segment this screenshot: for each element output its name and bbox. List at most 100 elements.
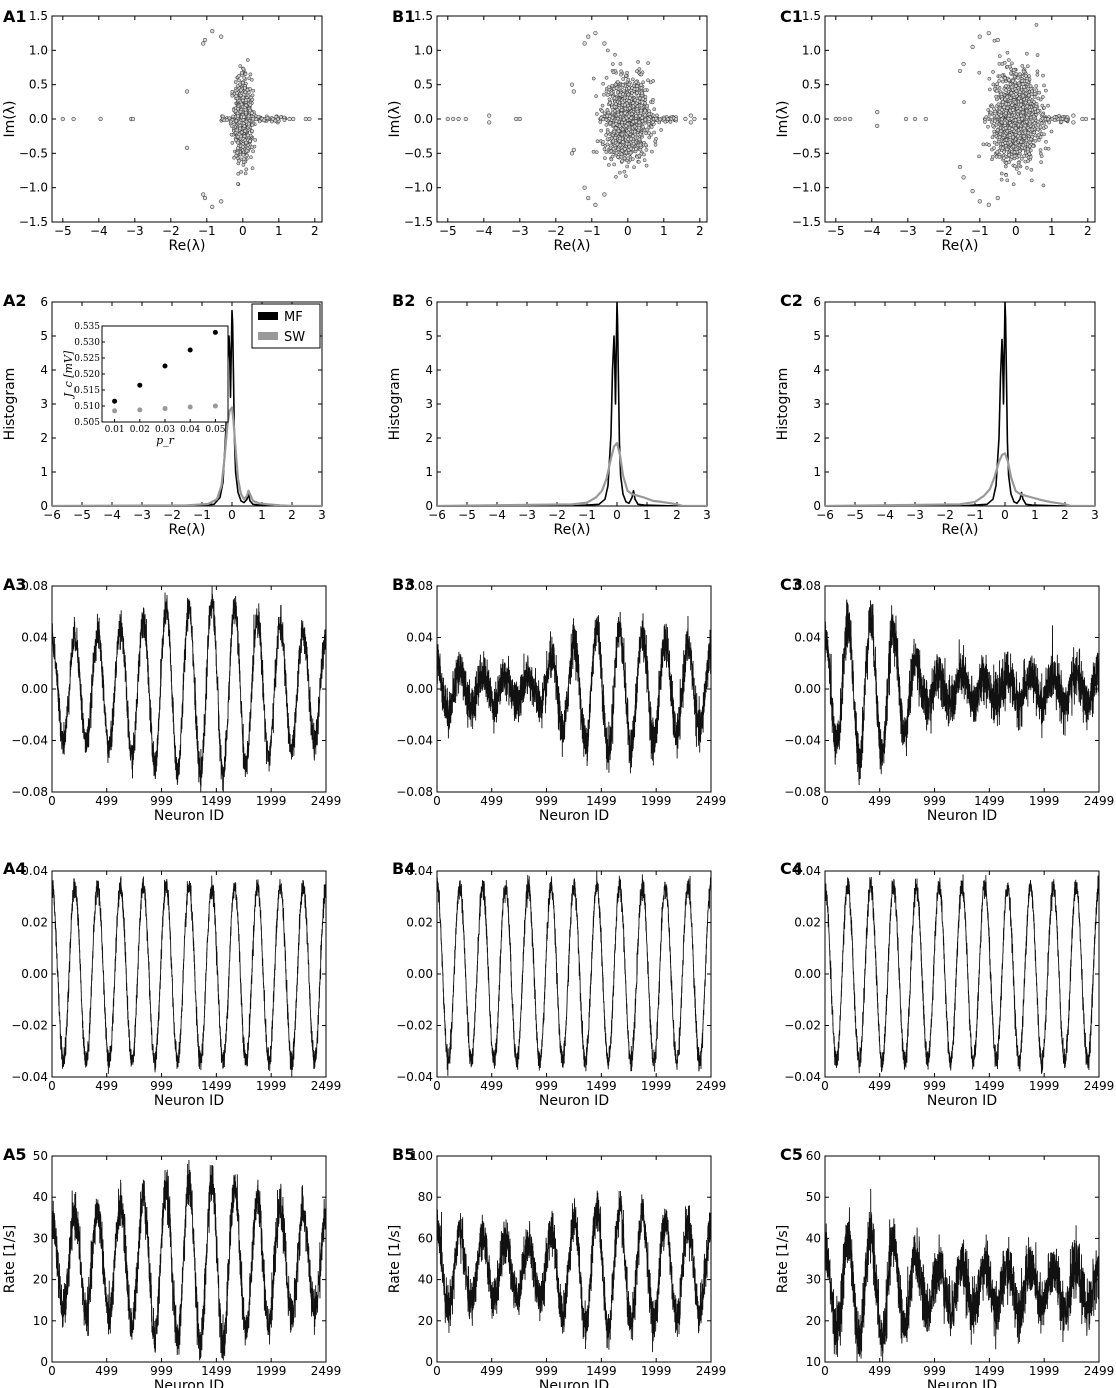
eigenvalue-point <box>618 136 622 141</box>
inset-x-tick-label: 0.03 <box>155 425 175 435</box>
eigenvalue-point <box>240 80 245 85</box>
x-tick-label: −5 <box>846 508 864 522</box>
y-tick-label: 60 <box>806 1149 821 1163</box>
eigenvalue-point <box>620 127 625 132</box>
y-tick-label: −0.5 <box>404 146 433 160</box>
eigenvalue-point <box>1004 173 1009 178</box>
eigenvalue-point <box>237 78 242 83</box>
eigenvalue-point <box>1019 99 1023 103</box>
eigenvalue-point <box>238 109 243 114</box>
x-tick-label: −2 <box>548 508 566 522</box>
eigenvalue-point <box>644 163 649 168</box>
panel-letter: A5 <box>3 1145 27 1164</box>
x-tick-label: 999 <box>150 1079 173 1093</box>
y-tick-label: 0.04 <box>794 864 821 878</box>
x-tick-label: 0 <box>1012 224 1020 238</box>
eigenvalue-point <box>608 121 613 125</box>
legend-swatch-sw <box>258 332 278 340</box>
eigenvalue-point <box>229 124 234 128</box>
eigenvalue-point <box>248 72 253 77</box>
x-axis-label: Re(λ) <box>169 238 206 254</box>
y-tick-label: 2 <box>40 431 48 445</box>
eigenvalue-point <box>595 139 600 144</box>
eigenvalue-point <box>621 83 625 87</box>
eigenvalue-point <box>594 150 599 154</box>
eigenvalue-point <box>616 129 621 133</box>
eigenvalue-point <box>842 116 847 122</box>
y-tick-label: 4 <box>425 363 433 377</box>
eigenvalue-point <box>688 120 693 125</box>
eigenvalue-point <box>202 37 208 43</box>
eigenvalue-point <box>1036 122 1040 127</box>
y-tick-label: 0.02 <box>406 916 433 930</box>
eigenvalue-point <box>1036 133 1041 137</box>
eigenvalue-point <box>487 120 492 125</box>
x-axis-label: Neuron ID <box>154 1093 224 1109</box>
eigenvalue-point <box>1014 167 1019 171</box>
y-tick-label: 0.08 <box>21 579 48 593</box>
eigenvalue-point <box>1016 117 1021 122</box>
x-tick-label: −4 <box>863 224 881 238</box>
eigenvalue-point <box>626 156 630 161</box>
eigenvalue-point <box>650 100 655 105</box>
plot-area <box>52 586 326 792</box>
eigenvalue-point <box>445 116 450 122</box>
eigenvalue-point <box>600 103 605 108</box>
eigenvalue-point <box>239 70 244 75</box>
eigenvalue-point <box>1013 141 1018 146</box>
y-tick-label: 2 <box>425 431 433 445</box>
series-line-sw <box>52 406 322 506</box>
y-tick-label: 5 <box>40 329 48 343</box>
eigenvalue-point <box>1011 108 1015 112</box>
x-tick-label: 0 <box>228 508 236 522</box>
x-tick-label: −3 <box>518 508 536 522</box>
y-tick-label: −0.04 <box>396 734 433 748</box>
eigenvalue-point <box>1071 113 1076 118</box>
eigenvalue-point <box>999 177 1004 182</box>
eigenvalue-point <box>620 100 625 105</box>
legend-swatch-mf <box>258 312 278 320</box>
eigenvalue-point <box>643 117 648 122</box>
eigenvalue-point <box>225 118 230 123</box>
x-tick-label: 1499 <box>586 1079 617 1093</box>
y-tick-label: 20 <box>806 1314 821 1328</box>
eigenvalue-point <box>1003 120 1007 125</box>
y-tick-label: 3 <box>425 397 433 411</box>
eigenvalue-point <box>635 90 640 95</box>
eigenvalue-point <box>999 92 1004 97</box>
eigenvalue-point <box>643 113 648 118</box>
x-tick-label: −4 <box>876 508 894 522</box>
eigenvalue-point <box>665 117 670 121</box>
y-tick-label: 0.08 <box>406 579 433 593</box>
panel-letter: C5 <box>780 1145 803 1164</box>
eigenvalue-point <box>1003 141 1008 145</box>
eigenvalue-point <box>609 91 614 96</box>
x-tick-label: 999 <box>150 1364 173 1378</box>
eigenvalue-point <box>647 112 652 116</box>
eigenvalue-point <box>594 112 599 116</box>
eigenvalue-point <box>992 140 997 145</box>
eigenvalue-point <box>659 128 663 132</box>
x-tick-label: 2499 <box>1084 1079 1115 1093</box>
eigenvalue-point <box>1007 58 1011 62</box>
x-tick-label: 2499 <box>1084 794 1115 808</box>
x-tick-label: −4 <box>90 224 108 238</box>
eigenvalue-point <box>1034 84 1039 88</box>
eigenvalue-point <box>1019 139 1024 144</box>
eigenvalue-point <box>239 134 243 139</box>
inset-point-mf <box>212 329 218 335</box>
eigenvalue-point <box>241 153 246 157</box>
panel-c2: C2 −6 −5 −4 −3 −2 −1 0 1 2 3 0 1 2 3 4 5 6 Re(λ) Histogram <box>775 291 1099 538</box>
x-tick-label: 3 <box>1091 508 1099 522</box>
eigenvalue-point <box>624 73 628 78</box>
eigenvalue-point <box>1021 143 1026 148</box>
x-tick-label: 499 <box>868 794 891 808</box>
eigenvalue-point <box>621 77 626 81</box>
y-tick-label: 1 <box>425 465 433 479</box>
x-axis-label: Neuron ID <box>539 808 609 824</box>
legend-label-mf: MF <box>284 310 303 325</box>
eigenvalue-point <box>1060 117 1065 121</box>
panel-c1: C1 −5 −4 −3 −2 −1 0 1 2 −1.5 −1.0 −0.5 0.0 0.5 1.0 1.5 R… <box>775 7 1096 254</box>
y-tick-label: 4 <box>813 363 821 377</box>
eigenvalue-point <box>983 120 987 124</box>
